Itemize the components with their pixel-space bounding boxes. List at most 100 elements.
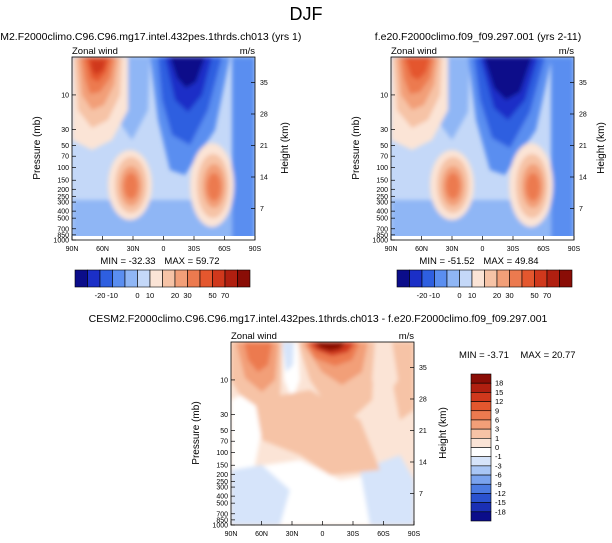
x-tick-label: 90S	[568, 246, 581, 253]
y-tick-label: 50	[220, 428, 228, 435]
negative-lower-2	[360, 455, 414, 525]
westerly-nh-6	[90, 60, 106, 75]
westerly-nh-5	[405, 57, 430, 80]
y-tick-label: 10	[220, 377, 228, 384]
x-tick-label: 30S	[188, 246, 201, 253]
colorbar-swatch	[534, 269, 548, 288]
y-tick-label: 50	[380, 143, 388, 150]
colorbar-swatch	[470, 373, 492, 384]
colorbar-tick-label: -18	[495, 507, 506, 516]
x-tick-label: 60N	[96, 246, 109, 253]
colorbar-swatch	[174, 269, 188, 288]
colorbar-tick-label: 20	[171, 291, 179, 300]
y-tick-label: 700	[376, 226, 388, 233]
colorbar-swatch	[470, 382, 492, 393]
colorbar-tick-label: -12	[495, 489, 506, 498]
panel-title: CESM2.F2000climo.C96.C96.mg17.intel.432p…	[0, 31, 301, 43]
colorbar-swatch	[421, 269, 435, 288]
colorbar-swatch	[470, 401, 492, 412]
y-tick-label: 700	[216, 511, 228, 518]
y-axis-title: Pressure (mb)	[32, 116, 43, 179]
height-tick-label: 28	[260, 111, 268, 118]
x-tick-label: 0	[481, 246, 485, 253]
panel-reference-run: f.e20.F2000climo.f09_f09.297.001 (yrs 2-…	[351, 31, 607, 300]
contour-field	[391, 57, 574, 240]
max-label: MAX = 20.77	[520, 350, 575, 361]
y-tick-label: 30	[380, 127, 388, 134]
colorbar-tick-label: 70	[543, 291, 551, 300]
y-tick-label: 400	[376, 209, 388, 216]
colorbar-tick-label: 15	[495, 388, 503, 397]
colorbar: -20 -10 0 10 20 30 50 70	[396, 269, 573, 300]
height-tick-label: 35	[579, 80, 587, 87]
x-tick-label: 30S	[347, 531, 360, 538]
positive-strat-mid-5	[314, 342, 346, 351]
y-tick-label: 1000	[53, 238, 69, 245]
positive-trop-1	[255, 390, 380, 475]
colorbar-swatch	[162, 269, 176, 288]
colorbar-swatch	[521, 269, 535, 288]
height-tick-label: 21	[419, 428, 427, 435]
colorbar-tick-label: 10	[468, 291, 476, 300]
y-tick-label: 250	[216, 479, 228, 486]
y-tick-label: 70	[220, 439, 228, 446]
nh-subtropical-jet-4	[124, 173, 138, 199]
colorbar-tick-label: 1	[495, 434, 499, 443]
axis-ticks: 90N 60N 30N 0 30S 60S 90S103050701001502002503…	[372, 80, 587, 253]
sh-subtropical-jet-4	[526, 173, 540, 201]
y-tick-label: 300	[376, 200, 388, 207]
colorbar-swatch	[212, 269, 226, 288]
colorbar-swatch	[470, 419, 492, 430]
colorbar-tick-label: 10	[146, 291, 154, 300]
y-tick-label: 150	[216, 463, 228, 470]
height-tick-label: 35	[260, 80, 268, 87]
height-tick-label: 21	[260, 143, 268, 150]
easterly-core-3	[170, 57, 205, 88]
max-label: MAX = 59.72	[164, 256, 219, 267]
colorbar-swatch	[434, 269, 448, 288]
axis-ticks: 90N 60N 30N 0 30S 60S 90S103050701001502002503…	[212, 365, 427, 538]
y-tick-label: 150	[57, 178, 69, 185]
y-tick-label: 400	[216, 494, 228, 501]
colorbar-swatch	[396, 269, 410, 288]
x-tick-label: 60S	[537, 246, 550, 253]
units-label: m/s	[399, 331, 415, 342]
y-tick-label: 500	[57, 216, 69, 223]
y2-axis-title: Height (km)	[438, 407, 449, 459]
y-tick-label: 70	[380, 154, 388, 161]
y-tick-label: 250	[376, 194, 388, 201]
y-tick-label: 300	[216, 485, 228, 492]
x-tick-label: 30N	[286, 531, 299, 538]
y-tick-label: 70	[61, 154, 69, 161]
x-tick-label: 0	[162, 246, 166, 253]
neutral-right	[372, 342, 398, 400]
units-label: m/s	[240, 46, 256, 57]
colorbar-tick-label: -9	[495, 480, 502, 489]
colorbar-swatch	[470, 502, 492, 513]
y-tick-label: 1000	[212, 523, 228, 530]
colorbar-swatch	[470, 410, 492, 421]
colorbar-swatch	[470, 392, 492, 402]
colorbar-tick-label: 0	[135, 291, 139, 300]
x-tick-label: 60S	[218, 246, 231, 253]
colorbar-tick-label: -6	[495, 471, 502, 480]
y-tick-label: 150	[376, 178, 388, 185]
colorbar-tick-label: -1	[495, 452, 502, 461]
y-tick-label: 1000	[372, 238, 388, 245]
colorbar-swatch	[149, 269, 163, 288]
y-tick-label: 200	[216, 472, 228, 479]
nh-subtropical-jet-4	[446, 173, 460, 199]
field-label: Zonal wind	[72, 46, 118, 57]
colorbar-swatch	[224, 269, 238, 288]
colorbar-swatch	[409, 269, 423, 288]
colorbar-swatch	[470, 428, 492, 439]
colorbar-tick-label: -3	[495, 461, 502, 470]
negative-upper-left	[282, 342, 294, 372]
colorbar-swatch	[470, 438, 492, 448]
y-tick-label: 10	[380, 92, 388, 99]
x-tick-label: 90N	[385, 246, 398, 253]
y-tick-label: 10	[61, 92, 69, 99]
contour-field	[231, 342, 414, 525]
max-label: MAX = 49.84	[483, 256, 538, 267]
